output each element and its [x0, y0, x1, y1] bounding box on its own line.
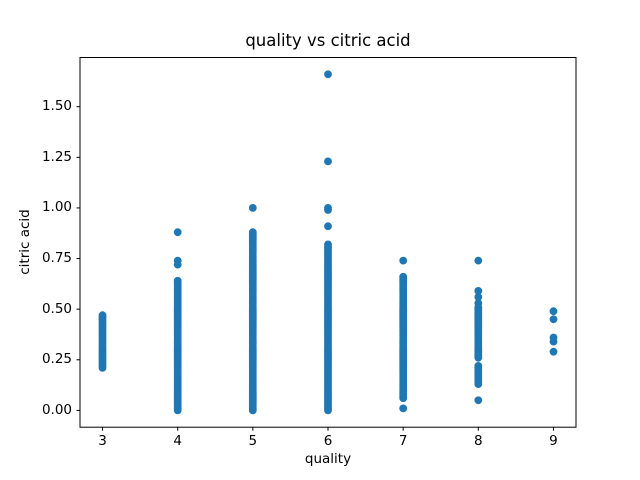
data-point [474, 396, 483, 405]
data-point [474, 287, 483, 295]
y-tick-label: 0.00 [41, 401, 72, 418]
y-tick-label: 0.75 [41, 250, 72, 267]
x-tick-label: 9 [549, 433, 558, 450]
data-point [399, 272, 408, 281]
data-point [549, 315, 558, 324]
data-point [324, 204, 332, 212]
data-point [248, 204, 257, 212]
y-tick-label: 1.00 [41, 199, 72, 216]
data-point [399, 404, 408, 413]
data-point [324, 70, 332, 79]
data-point [324, 240, 332, 249]
data-point [173, 256, 182, 265]
data-point [399, 256, 408, 265]
y-tick-label: 0.25 [41, 351, 72, 368]
x-axis-label: quality [304, 451, 352, 467]
data-point [474, 293, 483, 301]
data-point [324, 222, 332, 231]
x-tick-label: 6 [323, 433, 333, 450]
x-tick-label: 7 [398, 433, 408, 450]
x-tick-label: 4 [173, 433, 182, 450]
data-point [549, 307, 558, 316]
data-point [474, 299, 483, 307]
data-point [173, 228, 182, 237]
data-point [173, 276, 182, 285]
data-point [549, 347, 558, 356]
x-tick-label: 3 [98, 433, 107, 450]
data-point [474, 362, 483, 370]
y-tick-label: 0.50 [41, 300, 72, 317]
x-tick-label: 8 [474, 433, 483, 450]
data-point [549, 333, 558, 342]
data-point [98, 311, 107, 320]
x-tick-label: 5 [248, 433, 258, 450]
data-point [324, 157, 332, 166]
y-tick-label: 1.50 [41, 98, 72, 115]
y-tick-label: 1.25 [41, 148, 72, 165]
chart-title: quality vs citric acid [245, 31, 411, 50]
data-point [248, 228, 257, 237]
data-point [474, 256, 483, 265]
